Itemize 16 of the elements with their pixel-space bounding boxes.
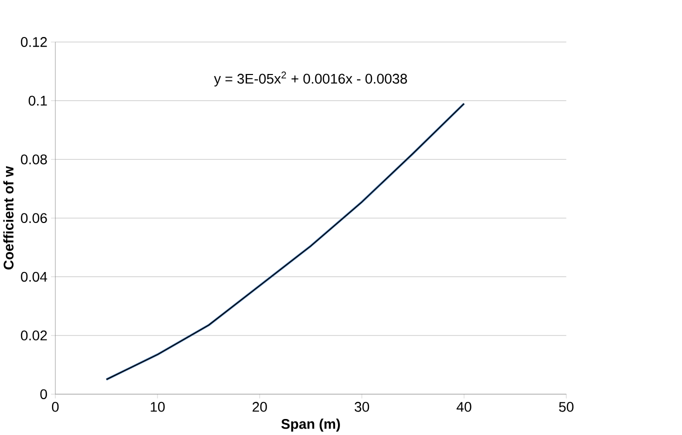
x-tick-label: 0 xyxy=(52,402,59,412)
y-tick-label: 0 xyxy=(40,389,47,399)
x-tick-label: 10 xyxy=(150,402,165,412)
x-tick-label: 40 xyxy=(456,402,472,412)
y-tick-label: 0.08 xyxy=(20,154,47,164)
x-axis-title: Span (m) xyxy=(281,418,340,432)
x-tick-label: 20 xyxy=(252,402,267,412)
y-tick-label: 0.1 xyxy=(28,96,47,106)
y-axis-title: Coefficient of w xyxy=(3,166,14,270)
y-tick-label: 0.04 xyxy=(20,272,48,282)
x-tick-label: 50 xyxy=(559,402,574,412)
annotation: y = 3E-05x$^{2}$ + 0.0016x - 0.0038 xyxy=(214,71,407,86)
y-tick-label: 0.12 xyxy=(20,36,47,47)
y-tick-label: 0.06 xyxy=(20,212,47,223)
y-tick-label: 0.02 xyxy=(20,330,47,340)
x-tick-label: 30 xyxy=(354,402,370,412)
